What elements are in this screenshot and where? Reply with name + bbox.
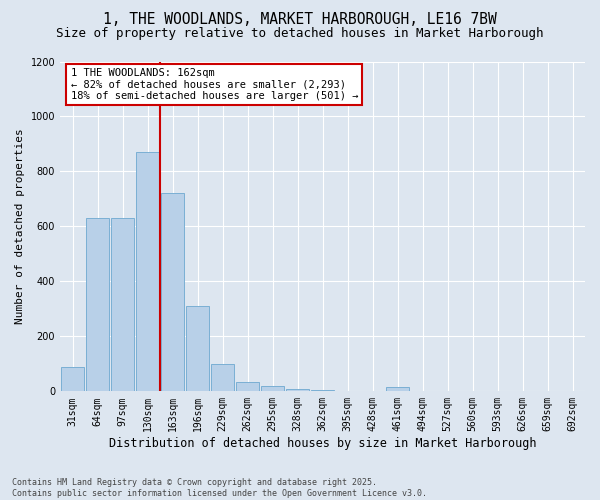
Text: 1, THE WOODLANDS, MARKET HARBOROUGH, LE16 7BW: 1, THE WOODLANDS, MARKET HARBOROUGH, LE1… <box>103 12 497 28</box>
Bar <box>186 306 209 392</box>
Bar <box>211 364 234 392</box>
Bar <box>161 194 184 392</box>
Bar <box>311 390 334 392</box>
Bar <box>261 386 284 392</box>
Bar <box>86 218 109 392</box>
Bar <box>61 366 84 392</box>
X-axis label: Distribution of detached houses by size in Market Harborough: Distribution of detached houses by size … <box>109 437 536 450</box>
Bar <box>136 152 159 392</box>
Text: Size of property relative to detached houses in Market Harborough: Size of property relative to detached ho… <box>56 28 544 40</box>
Bar <box>386 387 409 392</box>
Bar <box>236 382 259 392</box>
Bar <box>111 218 134 392</box>
Text: 1 THE WOODLANDS: 162sqm
← 82% of detached houses are smaller (2,293)
18% of semi: 1 THE WOODLANDS: 162sqm ← 82% of detache… <box>71 68 358 102</box>
Y-axis label: Number of detached properties: Number of detached properties <box>15 128 25 324</box>
Bar <box>286 388 309 392</box>
Text: Contains HM Land Registry data © Crown copyright and database right 2025.
Contai: Contains HM Land Registry data © Crown c… <box>12 478 427 498</box>
